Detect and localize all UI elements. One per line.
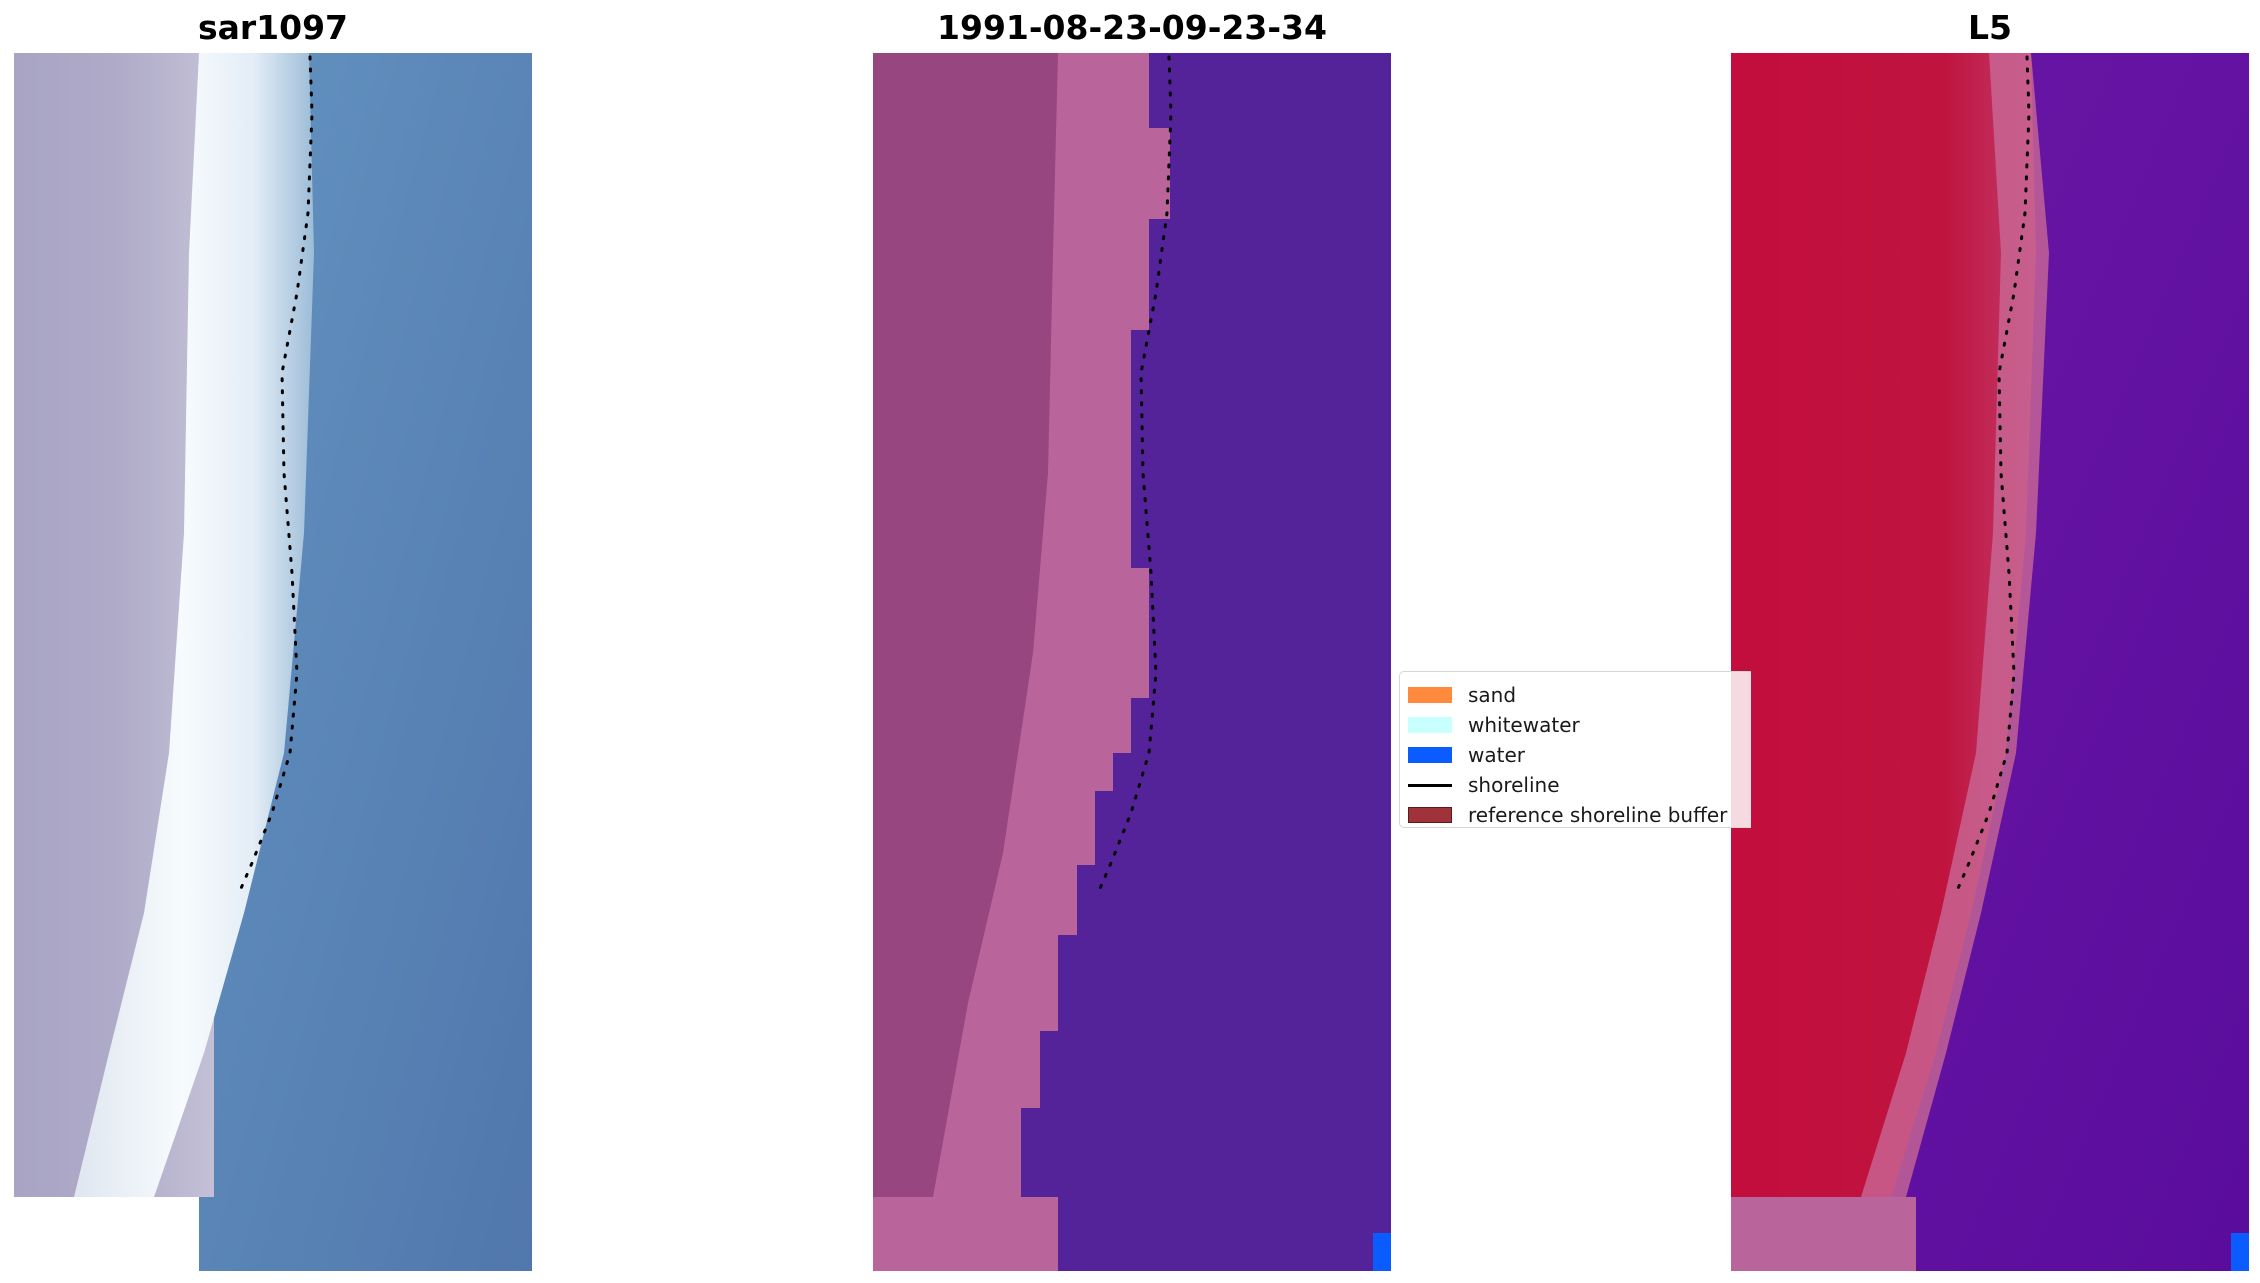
legend-item-reference-buffer: reference shoreline buffer <box>1408 800 1727 830</box>
legend: sand whitewater water shoreline referenc… <box>1399 671 1751 828</box>
index-water-pixel <box>2231 1233 2249 1271</box>
class-water-pixel <box>1373 1233 1391 1271</box>
reference-buffer-swatch <box>1408 807 1452 823</box>
legend-item-whitewater: whitewater <box>1408 710 1580 740</box>
class-land-area <box>873 53 1058 1197</box>
rgb-shoreline <box>237 55 314 895</box>
legend-item-water: water <box>1408 740 1525 770</box>
legend-item-shoreline: shoreline <box>1408 770 1560 800</box>
rgb-nodata-area <box>14 1197 199 1271</box>
class-shoreline <box>1096 55 1173 895</box>
rgb-image <box>14 53 532 1271</box>
classified-image-panel <box>873 53 1391 1271</box>
index-shoreline <box>1954 55 2031 895</box>
index-transition-band <box>1861 53 2049 1197</box>
panel-title-classified: 1991-08-23-09-23-34 <box>937 8 1327 47</box>
index-image-panel <box>1731 53 2249 1271</box>
water-swatch <box>1408 747 1452 763</box>
index-nodata-area <box>1731 1197 1916 1271</box>
class-nodata-area <box>873 1197 1058 1271</box>
legend-item-sand: sand <box>1408 680 1516 710</box>
sand-swatch <box>1408 687 1452 703</box>
rgb-whitewater-band <box>74 53 314 1197</box>
legend-label: whitewater <box>1468 713 1580 737</box>
rgb-image-panel <box>14 53 532 1271</box>
legend-label: shoreline <box>1468 773 1560 797</box>
legend-label: sand <box>1468 683 1517 707</box>
classified-image <box>873 53 1391 1271</box>
index-image <box>1731 53 2249 1271</box>
panel-title-index: L5 <box>1968 8 2012 47</box>
legend-label: water <box>1468 743 1525 767</box>
panel-title-rgb: sar1097 <box>197 8 349 47</box>
whitewater-swatch <box>1408 717 1452 733</box>
legend-label: reference shoreline buffer <box>1468 803 1728 827</box>
shoreline-line-swatch <box>1408 783 1452 787</box>
